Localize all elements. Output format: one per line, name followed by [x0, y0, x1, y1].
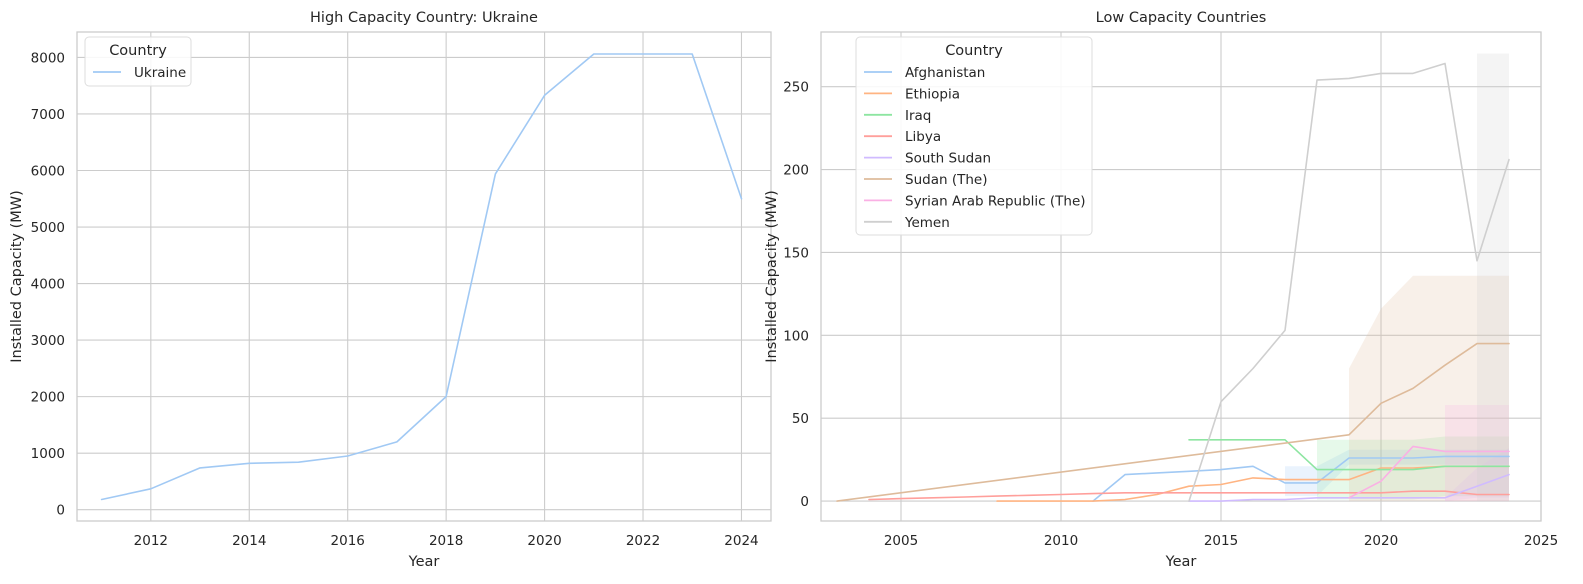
y-tick-label: 200: [783, 163, 809, 179]
confidence-band-syrian-arab-republic-the: [1445, 405, 1509, 502]
x-tick-label: 2024: [724, 533, 758, 549]
legend-item-iraq: Iraq: [864, 108, 931, 124]
x-tick-label: 2010: [1044, 533, 1078, 549]
plot-frame: [76, 31, 772, 522]
x-tick-label: 2025: [1524, 533, 1558, 549]
x-tick-label: 2018: [429, 533, 463, 549]
chart-title: High Capacity Country: Ukraine: [310, 10, 538, 26]
y-tick-label: 6000: [31, 164, 65, 180]
legend-label: Syrian Arab Republic (The): [905, 193, 1086, 209]
y-tick-label: 7000: [31, 107, 65, 123]
legend-label: Iraq: [905, 108, 931, 124]
series-line-afghanistan: [1092, 455, 1510, 502]
legend-item-south-sudan: South Sudan: [864, 151, 991, 167]
x-tick-label: 2005: [884, 533, 918, 549]
series-line-ukraine: [100, 53, 743, 501]
series-line-iraq: [1188, 438, 1510, 471]
confidence-band-afghanistan: [1285, 449, 1509, 497]
series-line-syrian-arab-republic-the: [1348, 445, 1510, 499]
ukraine-capacity-chart: 2012 2014 2016 2018 2020 2022 2024 0 1000 2000 300…: [9, 10, 772, 570]
confidence-band-south-sudan: [1445, 448, 1509, 502]
legend: Country Afghanistan Ethiopia Iraq Libya South…: [855, 36, 1093, 236]
plot-area: [836, 53, 1510, 502]
series-line-libya: [868, 490, 1510, 501]
y-tick-label: 3000: [31, 333, 65, 349]
x-tick-label: 2012: [134, 533, 168, 549]
y-tick-label: 250: [783, 80, 809, 96]
x-axis-label: Year: [1165, 554, 1197, 570]
x-tick-label: 2022: [626, 533, 660, 549]
legend-title: Country: [109, 43, 167, 59]
series-line-ethiopia: [996, 465, 1510, 502]
legend-label: Afghanistan: [905, 65, 985, 81]
y-tick-label: 100: [783, 328, 809, 344]
x-tick-label: 2015: [1204, 533, 1238, 549]
x-tick-label: 2014: [232, 533, 266, 549]
y-tick-label: 8000: [31, 50, 65, 66]
legend-label: South Sudan: [905, 151, 991, 167]
plot-frame: [820, 31, 1542, 522]
y-tick-label: 5000: [31, 220, 65, 236]
y-tick-label: 4000: [31, 277, 65, 293]
series-line-sudan-the: [836, 342, 1510, 502]
low-capacity-countries-chart: 2005 2010 2015 2020 2025 0 50 100 150 200 250 Low C…: [764, 10, 1558, 570]
legend-title: Country: [945, 43, 1003, 59]
legend-label: Ethiopia: [905, 86, 960, 102]
legend-label: Sudan (The): [905, 172, 987, 188]
legend-item-yemen: Yemen: [864, 215, 950, 231]
y-axis-label: Installed Capacity (MW): [764, 190, 780, 363]
legend-label: Libya: [905, 129, 941, 145]
legend-box: [855, 36, 1093, 236]
y-tick-label: 50: [792, 411, 809, 427]
series-line-yemen: [1188, 62, 1510, 502]
legend-label: Yemen: [904, 215, 950, 231]
chart-title: Low Capacity Countries: [1096, 10, 1267, 26]
legend-item-ukraine: Ukraine: [93, 65, 186, 81]
x-tick-label: 2020: [527, 533, 561, 549]
legend-box: [84, 36, 192, 87]
legend-item-afghanistan: Afghanistan: [864, 65, 985, 81]
y-tick-label: 0: [56, 503, 65, 519]
legend-label: Ukraine: [134, 65, 186, 81]
plot-area: [100, 53, 743, 501]
x-axis-label: Year: [408, 554, 440, 570]
confidence-band-yemen: [1477, 53, 1509, 502]
y-tick-label: 1000: [31, 446, 65, 462]
legend-item-libya: Libya: [864, 129, 941, 145]
x-tick-label: 2020: [1364, 533, 1398, 549]
legend: Country Ukraine: [84, 36, 192, 87]
legend-item-ethiopia: Ethiopia: [864, 86, 960, 102]
confidence-band-sudan-the: [1349, 275, 1509, 502]
x-tick-label: 2016: [331, 533, 365, 549]
y-tick-label: 0: [800, 494, 809, 510]
legend-item-sudan-the: Sudan (The): [864, 172, 987, 188]
y-axis-label: Installed Capacity (MW): [9, 190, 25, 363]
y-tick-label: 150: [783, 245, 809, 261]
y-tick-label: 2000: [31, 390, 65, 406]
legend-item-syrian-arab-republic-the: Syrian Arab Republic (The): [864, 193, 1086, 209]
